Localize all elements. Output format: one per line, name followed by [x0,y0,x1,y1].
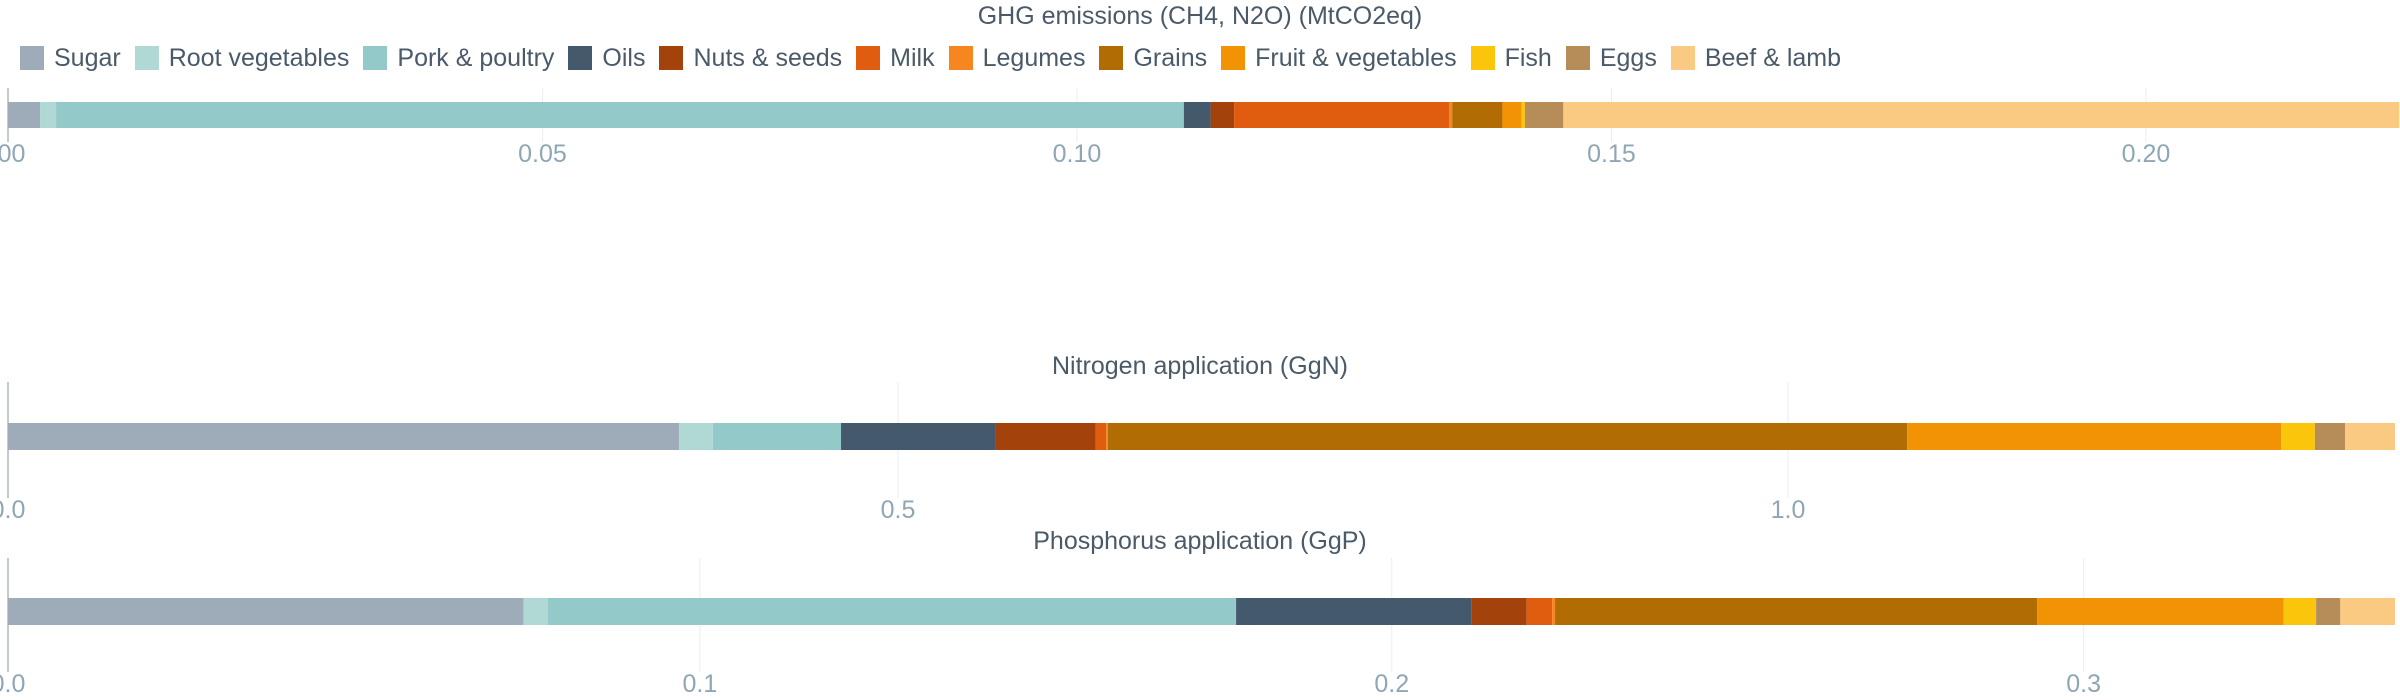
legend-item[interactable]: Fruit & vegetables [1221,44,1457,73]
tick-label: 0.20 [2122,140,2171,168]
legend-swatch [1670,46,1695,70]
bar-segment [8,102,41,128]
legend-item[interactable]: Fish [1470,43,1552,73]
legend-swatch [134,46,159,70]
legend-label: Grains [1133,43,1208,72]
tick-label: .00 [0,140,25,168]
bar-segment [1108,423,1908,450]
tick-label: 0.5 [881,496,916,524]
bar-segment [1448,102,1453,128]
bar-segment [547,598,1237,625]
bar-segment [1095,423,1107,450]
bar-segment [1106,423,1109,450]
bar-segment [523,598,548,625]
bar-segment [1471,598,1527,625]
bar-segment [712,423,842,450]
tick-label: 0.05 [518,140,567,168]
bar-segment [1210,102,1235,128]
chart-title-nitrogen: Nitrogen application (GgN) [1052,352,1348,380]
tick-label: 0.15 [1587,140,1636,168]
bar-segment [1907,423,2282,450]
bar-segment [1236,598,1472,625]
legend-label: Oils [602,43,646,72]
legend-label: Pork & poultry [397,43,555,72]
legend-item[interactable]: Root vegetables [134,43,350,73]
legend-item[interactable]: Milk [856,43,935,73]
bar-segment [2037,598,2284,625]
bar-segment [2283,598,2317,625]
legend-item[interactable]: Sugar [20,44,121,73]
tick-label: 0.3 [2066,670,2101,698]
bar-segment [8,598,524,625]
bar-segment [1563,102,2400,128]
legend-swatch [568,46,593,70]
legend-label: Root vegetables [168,43,350,72]
chart-title-phosphorus: Phosphorus application (GgP) [1033,527,1367,555]
legend-swatch [20,46,44,70]
bar-segment [1183,102,1211,128]
bar-segment [1452,102,1503,128]
bar-segment [679,423,713,450]
bar-segment [2314,423,2346,450]
legend-item[interactable]: Oils [568,44,645,73]
legend-item[interactable]: Pork & poultry [363,44,554,73]
bar-segment [2340,598,2395,625]
bar-segment [1555,598,2038,625]
chart-title-ghg: GHG emissions (CH4, N2O) (MtCO2eq) [977,2,1423,30]
tick-label: 1.0 [1771,496,1806,524]
tick-label: 0.0 [0,496,25,524]
chart-panel-phosphorus: 0.0 0.1 0.2 0.3 [0,558,2395,698]
legend-item[interactable]: Nuts & seeds [659,44,842,73]
chart-legend: Sugar Root vegetables Pork & poultry Oils Nu… [20,38,1855,78]
bar-segment [2316,598,2341,625]
bar-segment [2345,423,2395,450]
legend-swatch [948,46,973,70]
bar-segment [1502,102,1522,128]
bar-segment [841,423,996,450]
legend-item[interactable]: Grains [1099,44,1207,73]
legend-item[interactable]: Beef & lamb [1670,43,1842,73]
legend-label: Sugar [54,43,121,72]
chart-panel-nitrogen: 0.0 0.5 1.0 [0,382,2395,524]
legend-label: Eggs [1599,43,1657,72]
legend-label: Fish [1504,43,1552,72]
legend-label: Milk [890,43,935,72]
tick-label: 0.1 [683,670,718,698]
legend-swatch [856,46,881,70]
legend-swatch [659,46,684,70]
bar-segment [1526,598,1553,625]
bar-segment [1234,102,1449,128]
bar-segment [1521,102,1525,128]
legend-label: Legumes [982,43,1086,72]
legend-item[interactable]: Legumes [948,43,1086,73]
tick-label: 0.10 [1053,140,1102,168]
legend-swatch [1099,46,1124,70]
bar-segment [1524,102,1564,128]
tick-label: 0.2 [1374,670,1409,698]
bar-segment [40,102,57,128]
legend-swatch [1221,46,1246,70]
legend-swatch [363,46,388,70]
chart-panel-ghg: .00 0.05 0.10 0.15 0.20 [0,88,2400,168]
legend-swatch [1565,46,1590,70]
bar-segment [995,423,1096,450]
legend-swatch [1470,46,1495,70]
bar-segment [2281,423,2315,450]
legend-label: Beef & lamb [1704,43,1842,72]
legend-label: Nuts & seeds [693,43,843,72]
bar-segment [56,102,1184,128]
bar-segment [1552,598,1556,625]
bar-segment [8,423,680,450]
legend-item[interactable]: Eggs [1565,43,1657,73]
legend-label: Fruit & vegetables [1255,43,1457,72]
tick-label: 0.0 [0,670,25,698]
